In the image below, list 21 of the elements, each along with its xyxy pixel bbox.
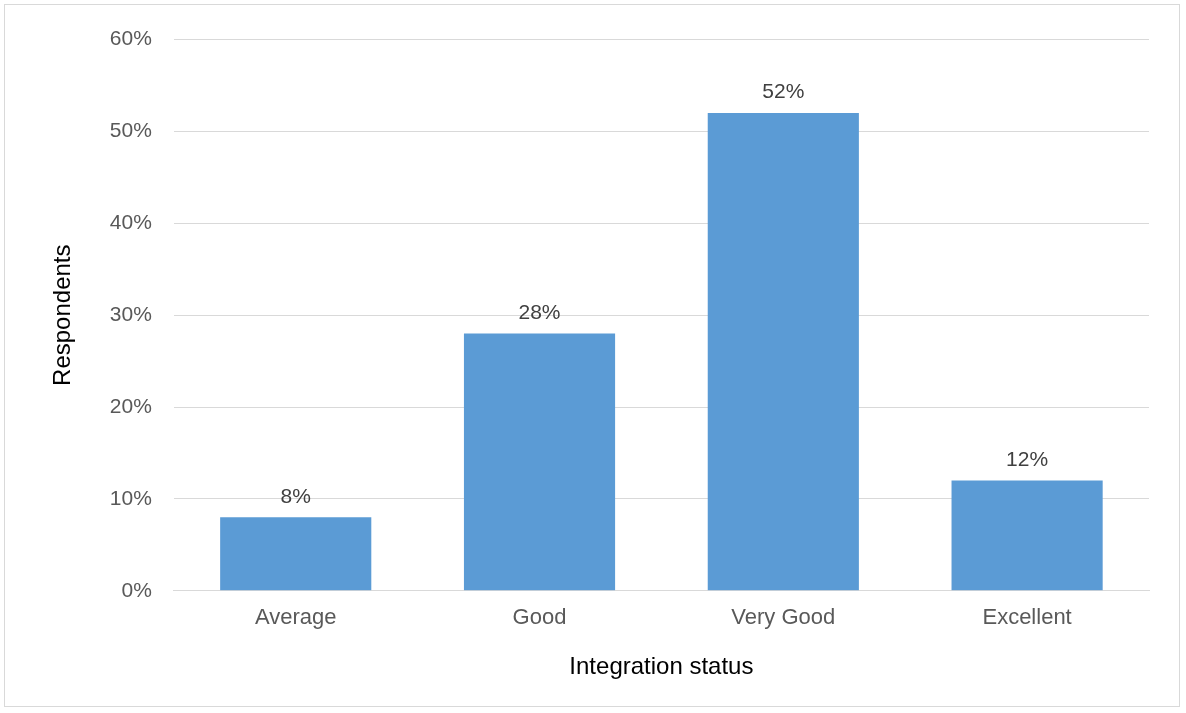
x-tick-label: Good — [512, 604, 567, 630]
bar — [951, 480, 1103, 591]
x-tick-label: Average — [254, 604, 337, 630]
y-tick-label: 10% — [109, 485, 152, 509]
y-tick-label: 20% — [109, 393, 152, 417]
x-tick-label: Very Good — [731, 604, 836, 630]
bar — [463, 333, 616, 591]
x-axis-title: Integration status — [569, 652, 754, 680]
data-label: 28% — [518, 299, 561, 323]
x-tick-label: Excellent — [982, 604, 1072, 630]
y-tick-label: 50% — [109, 118, 152, 142]
data-label: 12% — [1006, 446, 1049, 470]
data-label: 8% — [280, 483, 311, 507]
y-tick-label: 30% — [109, 302, 152, 325]
y-tick-label: 60% — [109, 26, 152, 50]
y-tick-label: 40% — [109, 210, 152, 234]
y-axis-title: Respondents — [48, 244, 76, 386]
bar — [707, 113, 859, 591]
bar — [220, 517, 372, 591]
y-tick-label: 0% — [121, 577, 152, 601]
data-label: 52% — [762, 79, 805, 103]
